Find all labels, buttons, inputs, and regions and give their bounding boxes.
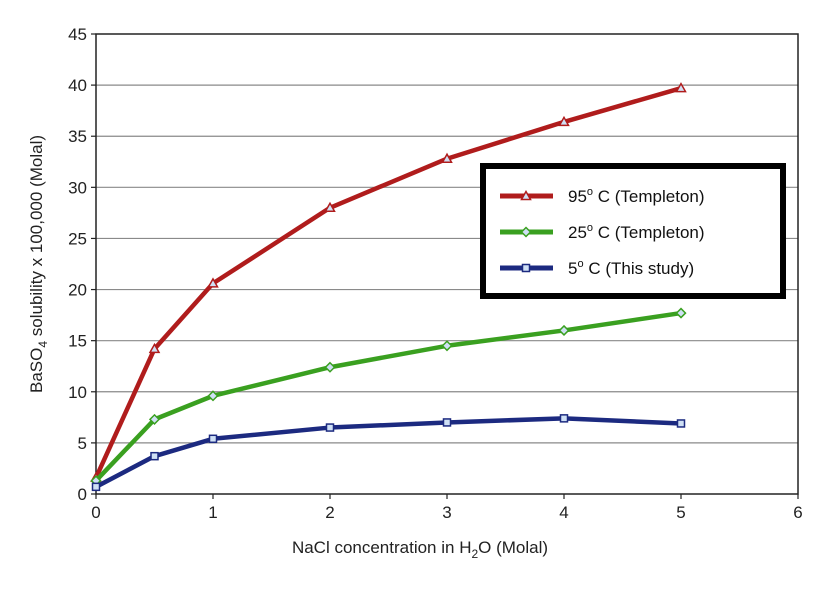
data-point — [207, 390, 219, 402]
y-tick-label: 35 — [68, 127, 87, 146]
legend-marker — [521, 263, 531, 273]
data-point — [441, 152, 453, 163]
data-point — [324, 201, 336, 213]
y-tick-label: 30 — [68, 178, 87, 197]
data-point — [324, 361, 336, 373]
legend-marker — [520, 226, 532, 238]
data-point — [148, 413, 161, 425]
y-tick-label: 10 — [68, 383, 87, 402]
data-point — [676, 419, 686, 428]
data-point — [150, 451, 159, 461]
data-point — [559, 414, 569, 423]
x-tick-label: 5 — [676, 503, 685, 522]
data-point — [325, 423, 335, 432]
legend-label: 5o C (This study) — [568, 258, 694, 278]
series-line — [93, 416, 684, 490]
legend-label: 95o C (Templeton) — [568, 186, 705, 206]
data-point — [148, 342, 161, 354]
data-point — [208, 434, 218, 444]
x-axis: 0 1 2 3 4 5 6 — [91, 494, 803, 522]
data-point — [675, 82, 687, 93]
y-tick-label: 15 — [68, 332, 87, 351]
y-tick-label: 0 — [78, 485, 87, 504]
x-tick-label: 4 — [559, 503, 568, 522]
legend-marker — [520, 189, 532, 201]
x-tick-label: 1 — [208, 503, 217, 522]
y-tick-label: 25 — [68, 229, 87, 248]
x-tick-label: 2 — [325, 503, 334, 522]
legend: 95o C (Templeton) 25o C (Templeton) 5o C (… — [480, 163, 786, 299]
legend-box — [480, 163, 786, 299]
legend-item: 25o C (Templeton) — [500, 222, 705, 242]
legend-label: 25o C (Templeton) — [568, 222, 705, 242]
y-tick-label: 20 — [68, 281, 87, 300]
y-axis-title: BaSO4 solubility x 100,000 (Molal) — [27, 135, 50, 393]
series-2 — [91, 414, 686, 492]
y-tick-label: 40 — [68, 76, 87, 95]
y-axis: 0 5 10 15 20 25 30 35 40 45 — [68, 25, 96, 504]
legend-item: 5o C (This study) — [500, 258, 694, 278]
y-tick-label: 45 — [68, 25, 87, 44]
x-tick-label: 0 — [91, 503, 100, 522]
data-point — [558, 324, 570, 337]
series-line — [93, 310, 684, 483]
data-point — [442, 418, 452, 427]
data-point — [675, 307, 687, 319]
legend-item: 95o C (Templeton) — [500, 186, 705, 206]
series-group — [90, 82, 687, 492]
x-axis-title: NaCl concentration in H2O (Molal) — [292, 538, 548, 561]
x-tick-label: 6 — [793, 503, 802, 522]
x-tick-label: 3 — [442, 503, 451, 522]
data-point — [91, 482, 101, 492]
data-point — [441, 340, 453, 352]
data-point — [207, 277, 219, 288]
data-point — [558, 115, 570, 127]
series-1 — [90, 307, 687, 487]
y-tick-label: 5 — [78, 434, 87, 453]
